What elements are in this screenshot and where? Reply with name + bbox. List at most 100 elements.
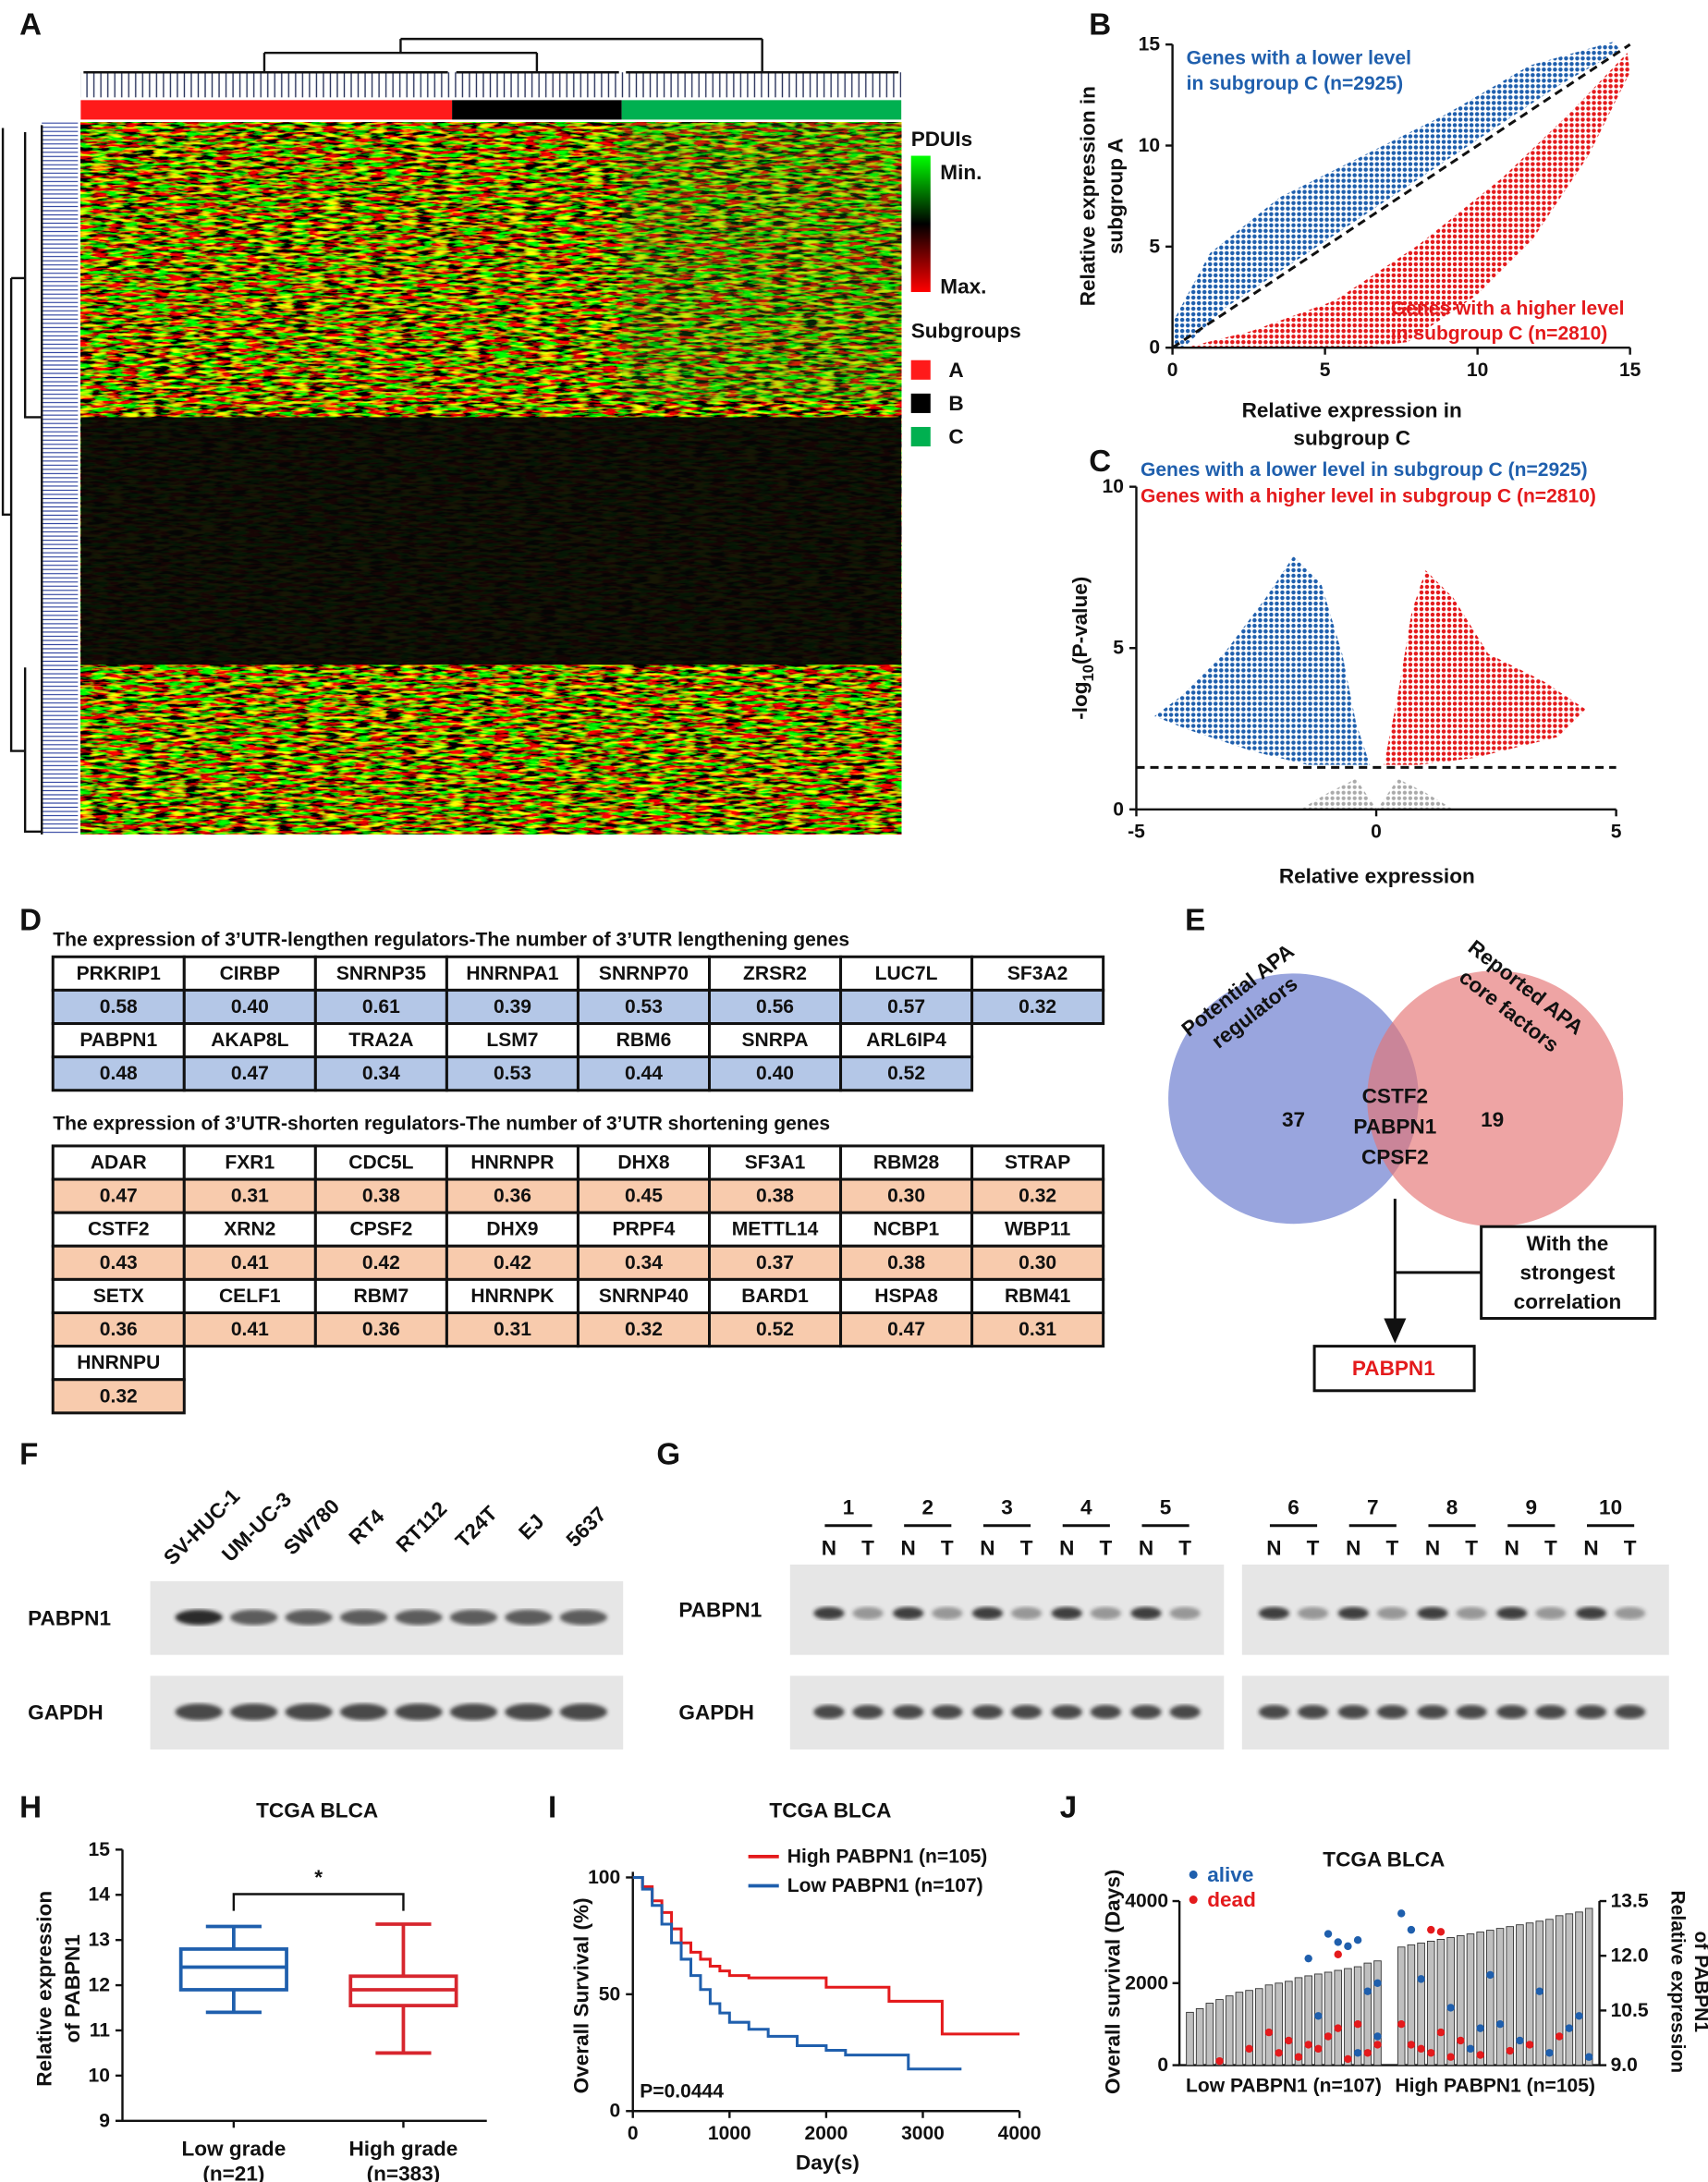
panel-label: I xyxy=(548,1791,556,1825)
x-tick-label: 0 xyxy=(628,2123,639,2144)
gene-name: HNRNPU xyxy=(77,1352,160,1373)
survival-point xyxy=(1304,1954,1312,1963)
scatter-cloud xyxy=(1172,42,1621,348)
x-tick-label: Low grade xyxy=(181,2137,286,2160)
y2-axis-label: Relative expression xyxy=(1666,1890,1688,2073)
y-tick-label: 4000 xyxy=(1125,1891,1168,1912)
table-cell xyxy=(182,1211,317,1248)
axis xyxy=(121,1849,487,2122)
y-tick-label: 100 xyxy=(588,1867,620,1888)
correlation-value: 0.47 xyxy=(887,1319,925,1340)
table-cell xyxy=(839,1211,974,1248)
overlap-item: CPSF2 xyxy=(1361,1145,1429,1168)
table-cell xyxy=(707,1055,843,1092)
table-cell xyxy=(839,1244,974,1281)
band xyxy=(1575,1704,1607,1719)
gene-name: SF3A1 xyxy=(745,1152,806,1173)
lane-label: T xyxy=(1020,1536,1033,1559)
volcano-cloud xyxy=(1384,569,1586,765)
note: correlation xyxy=(1514,1290,1622,1313)
correlation-value: 0.31 xyxy=(494,1319,531,1340)
band xyxy=(505,1609,553,1626)
table-cell xyxy=(707,1311,843,1348)
y-tick-label: 14 xyxy=(89,1884,111,1906)
lane-label: T xyxy=(1099,1536,1112,1559)
correlation-value: 0.40 xyxy=(231,996,269,1018)
legend-entry: Genes with a higher level in subgroup C … xyxy=(1141,486,1596,507)
legend-label: A xyxy=(948,359,963,382)
survival-point xyxy=(1373,2032,1382,2041)
gene-name: SNRPA xyxy=(741,1030,808,1051)
note: strongest xyxy=(1520,1261,1616,1284)
correlation-value: 0.57 xyxy=(887,996,925,1018)
gene-name: ARL6IP4 xyxy=(866,1030,946,1051)
annotation: P=0.0444 xyxy=(640,2081,724,2103)
gene-name: METTL14 xyxy=(732,1219,819,1240)
band xyxy=(1298,1606,1329,1620)
band xyxy=(1130,1606,1162,1620)
survival-point xyxy=(1417,1975,1425,1983)
gene-name: CDC5L xyxy=(348,1152,413,1173)
pair-label: 9 xyxy=(1526,1496,1538,1519)
set-count: 19 xyxy=(1481,1108,1504,1131)
group-bar xyxy=(452,100,622,120)
row-label: GAPDH xyxy=(28,1701,103,1725)
survival-point xyxy=(1245,2044,1253,2054)
gene-name: SETX xyxy=(93,1286,144,1307)
annotation: Genes with a higher level xyxy=(1391,299,1625,320)
gene-name: HSPA8 xyxy=(874,1286,938,1307)
bar xyxy=(1417,1942,1425,2066)
x-tick-label: 4000 xyxy=(998,2123,1042,2144)
survival-point xyxy=(1486,1970,1494,1980)
note-box xyxy=(1480,1225,1657,1321)
venn-right xyxy=(1367,970,1624,1227)
y-tick-label: 5 xyxy=(1113,638,1124,659)
bar xyxy=(1426,1940,1435,2066)
survival-point xyxy=(1334,2024,1342,2032)
pair-label: 4 xyxy=(1080,1496,1092,1519)
correlation-value: 0.42 xyxy=(362,1252,400,1274)
bar xyxy=(1506,1926,1515,2066)
correlation-value: 0.31 xyxy=(231,1186,269,1207)
column-dendrogram-links xyxy=(83,37,899,74)
band xyxy=(559,1609,607,1626)
survival-point xyxy=(1407,1925,1416,1934)
x-tick-label: 1000 xyxy=(708,2123,751,2144)
band xyxy=(449,1703,498,1721)
survival-point xyxy=(1344,2054,1352,2064)
survival-point xyxy=(1476,2051,1484,2059)
band xyxy=(1337,1606,1369,1620)
table-cell xyxy=(51,1378,186,1415)
correlation-value: 0.56 xyxy=(756,996,794,1018)
survival-point xyxy=(1495,2019,1505,2029)
x-tick-label: 5 xyxy=(1320,360,1331,381)
row-label: GAPDH xyxy=(678,1701,753,1725)
gene-name: NCBP1 xyxy=(873,1219,940,1240)
y2-axis-label: of PABPN1 xyxy=(1690,1932,1708,2033)
band xyxy=(449,1609,498,1626)
band xyxy=(1169,1704,1201,1719)
survival-point xyxy=(1506,2046,1514,2055)
band xyxy=(1011,1606,1043,1620)
y-tick-label: 0 xyxy=(609,2101,620,2122)
band xyxy=(1169,1606,1201,1620)
gene-name: XRN2 xyxy=(224,1219,275,1240)
gene-name: HNRNPA1 xyxy=(466,963,558,984)
survival-point xyxy=(1304,2041,1312,2049)
significance: * xyxy=(314,1866,323,1889)
lane-label: EJ xyxy=(514,1510,548,1544)
band xyxy=(813,1704,845,1719)
y2-tick-label: 12.0 xyxy=(1611,1945,1649,1967)
gene-name: DHX8 xyxy=(617,1152,669,1173)
survival-point xyxy=(1427,2049,1435,2057)
x-axis-label: Relative expression in xyxy=(1242,398,1462,421)
bar xyxy=(1334,1969,1343,2066)
correlation-value: 0.31 xyxy=(1019,1319,1056,1340)
chart-title: TCGA BLCA xyxy=(769,1799,891,1822)
band xyxy=(559,1703,607,1721)
y-tick-label: 0 xyxy=(1157,2054,1168,2076)
correlation-value: 0.38 xyxy=(887,1252,925,1274)
lane-label: N xyxy=(1425,1536,1440,1559)
table-cell xyxy=(51,1345,186,1382)
